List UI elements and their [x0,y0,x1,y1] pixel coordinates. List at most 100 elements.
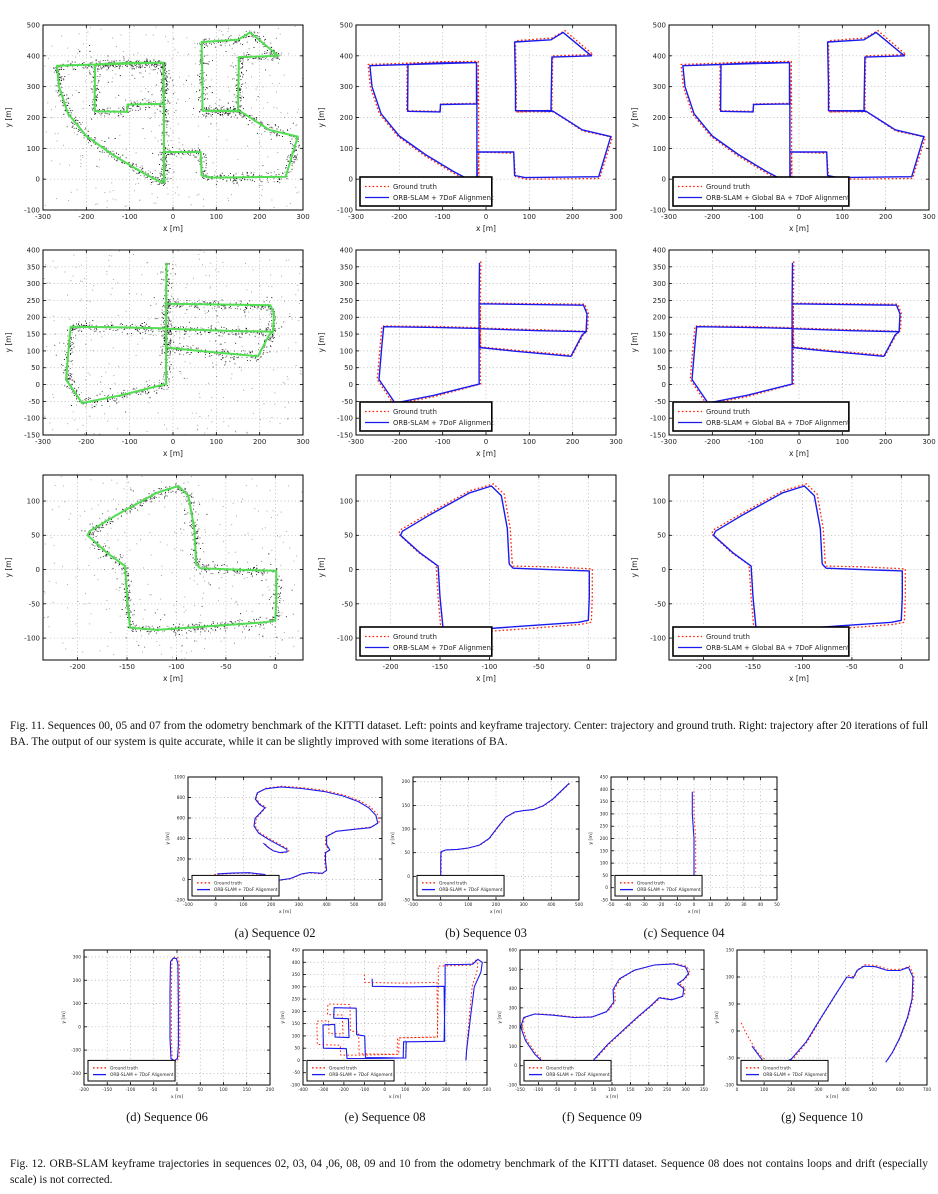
svg-text:300: 300 [653,280,666,288]
svg-text:300: 300 [922,213,935,221]
plot-area [43,250,303,435]
svg-text:300: 300 [340,83,353,91]
svg-text:-200: -200 [78,213,94,221]
svg-text:50: 50 [657,364,666,372]
svg-text:400: 400 [653,52,666,60]
axes [355,24,617,211]
svg-text:0: 0 [171,213,175,221]
plot-area [710,483,906,634]
svg-text:-50: -50 [29,398,40,406]
grid [42,24,304,211]
y-tick-labels: -150 -100 -50 0 50 100 150 200 250 300 350 400 [650,246,666,439]
map-point-cloud [44,26,303,210]
plot-seq00-map: -300 -200 -100 0 100 200 300 -100 0 100 200 300 400 5… [1,18,312,240]
axes-box [302,949,488,1086]
y-axis-label: y [m] [630,557,639,577]
svg-text:-100: -100 [337,415,353,423]
svg-text:100: 100 [340,347,353,355]
x-tick-labels: -200 -150 -100 -50 0 [70,663,278,671]
plot-area [397,483,593,634]
svg-text:50: 50 [344,364,353,372]
svg-text:ORB-SLAM + Global BA + 7DoF Al: ORB-SLAM + Global BA + 7DoF Alignment [706,419,850,427]
axes [668,474,930,661]
series-orb-slam-7dof-alignment [399,485,590,631]
series-ground-truth [710,483,906,634]
svg-text:300: 300 [340,280,353,288]
x-axis-label: x [m] [789,674,809,683]
plot-seq05-traj: -300 -200 -100 0 100 200 300 -150 -100 -50 0 50 100 1… [314,243,625,465]
plot-seq05-ba: -300 -200 -100 0 100 200 300 -150 -100 -50 0 50 100 1… [627,243,938,465]
y-axis-label: y [m] [630,332,639,352]
y-axis-label: y [m] [165,832,171,844]
axes [668,249,930,436]
series-orb-slam-7dof-alignment [520,963,690,1079]
plot-area [367,29,614,185]
svg-text:500: 500 [340,21,353,29]
plot-area [316,958,483,1061]
svg-text:-50: -50 [655,398,666,406]
svg-text:200: 200 [340,114,353,122]
svg-text:300: 300 [27,83,40,91]
axes-box [736,949,928,1086]
svg-text:200: 200 [340,314,353,322]
y-axis-label: y [m] [61,1011,67,1023]
svg-text:200: 200 [27,314,40,322]
svg-text:100: 100 [653,145,666,153]
svg-text:-100: -100 [435,213,451,221]
y-axis-label: y [m] [317,557,326,577]
svg-text:300: 300 [653,83,666,91]
plot-seq08: -400 -300 -200 -100 0 100 200 300 400 500 -100 -50 0… [276,945,494,1105]
series-orb-slam-global-ba-7dof-alignment [712,485,903,631]
x-axis-label: x [m] [389,1094,401,1100]
svg-text:200: 200 [879,438,892,446]
axes [355,474,617,661]
y-axis-label: y [m] [317,107,326,127]
svg-text:-300: -300 [661,438,677,446]
svg-text:-100: -100 [748,213,764,221]
svg-text:200: 200 [879,213,892,221]
svg-text:-200: -200 [704,213,720,221]
svg-text:ORB-SLAM + 7DoF Alignment: ORB-SLAM + 7DoF Alignment [393,194,494,202]
svg-text:300: 300 [922,438,935,446]
chart-svg-seq00-traj: -300 -200 -100 0 100 200 300 -100 0 100 200 300 400 5… [317,21,623,233]
figure-11-caption: Fig. 11. Sequences 00, 05 and 07 from th… [10,720,928,749]
svg-text:0: 0 [484,438,488,446]
subcaption-seq02: (a) Sequence 02 [234,926,316,940]
plot-seq07-ba: -200 -150 -100 -50 0 -100 -50 0 50 100 x [m] y [m] G… [627,468,938,690]
svg-text:100: 100 [27,145,40,153]
axes [519,949,705,1086]
axes [302,949,488,1086]
x-axis-label: x [m] [163,224,183,233]
plot-area [440,782,571,877]
subcaption-seq09: (f) Sequence 09 [562,1110,642,1124]
svg-text:250: 250 [653,297,666,305]
axes [83,949,271,1086]
svg-text:100: 100 [523,213,536,221]
y-axis-label: y [m] [4,557,13,577]
plot-area [520,963,691,1079]
x-tick-labels: -200 -150 -100 -50 0 [696,663,904,671]
subcaption-seq04: (c) Sequence 04 [643,926,725,940]
plot-seq10: 0 100 200 300 400 500 600 700 -100 -50 0 50 100 150 x … [710,945,934,1105]
axes-box [42,249,304,436]
svg-text:100: 100 [27,347,40,355]
y-tick-labels: -100 0 100 200 300 400 500 [337,21,353,214]
svg-text:-150: -150 [24,431,40,439]
svg-text:-200: -200 [704,438,720,446]
chart-svg-seq05-map: -300 -200 -100 0 100 200 300 -150 -100 -50 0 50 100 1… [4,246,310,458]
svg-text:400: 400 [653,246,666,254]
svg-text:500: 500 [653,21,666,29]
y-tick-labels: -150 -100 -50 0 50 100 150 200 250 300 350 400 [24,246,40,439]
svg-text:-300: -300 [661,213,677,221]
subcaption-seq03: (b) Sequence 03 [445,926,527,940]
series-orb-slam-7dof-alignment [217,786,379,881]
